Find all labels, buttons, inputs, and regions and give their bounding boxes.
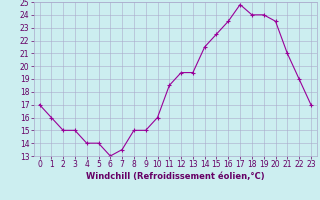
X-axis label: Windchill (Refroidissement éolien,°C): Windchill (Refroidissement éolien,°C) [86, 172, 265, 181]
